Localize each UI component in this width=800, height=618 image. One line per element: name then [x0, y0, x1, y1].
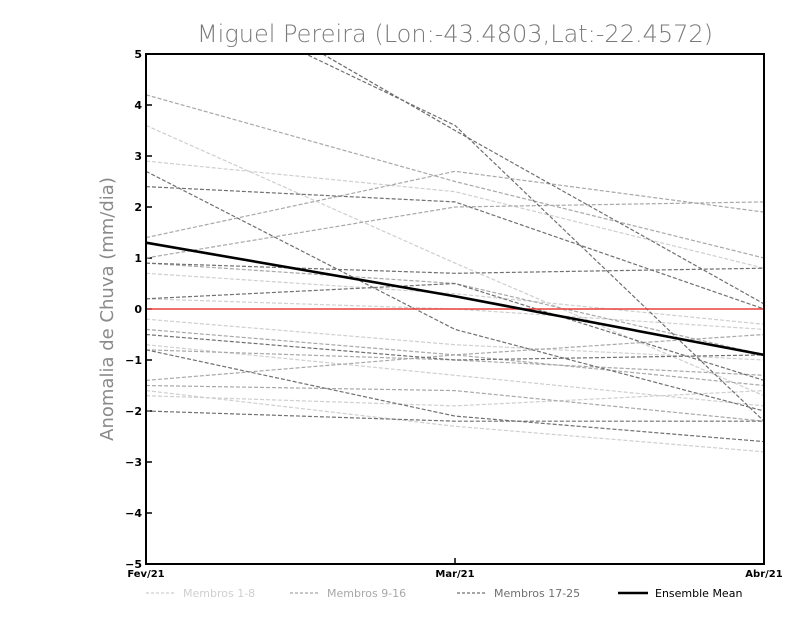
y-tick-label: −2: [125, 405, 142, 418]
y-tick-label: 1: [134, 252, 142, 265]
member-line-m10: [146, 170, 764, 239]
member-line-m4: [146, 298, 764, 330]
ensemble-mean-line: [146, 241, 764, 357]
member-line-m3: [146, 272, 764, 325]
member-line-m22: [146, 282, 764, 381]
y-axis-label: Anomalia de Chuva (mm/dia): [97, 177, 118, 441]
member-line-m20: [146, 170, 764, 412]
chart-title: Miguel Pereira (Lon:-43.4803,Lat:-22.457…: [197, 20, 713, 48]
member-line-m25: [146, 410, 764, 422]
mean-layer: [146, 241, 764, 357]
x-tick-label: Mar/21: [435, 569, 474, 580]
x-tick-label: Abr/21: [745, 569, 782, 580]
x-ticks: Fev/21 Mar/21 Abr/21: [127, 558, 783, 580]
member-line-m23: [146, 333, 764, 361]
y-tick-label: −1: [125, 354, 142, 367]
member-line-m1: [146, 124, 764, 397]
member-line-m8: [146, 390, 764, 407]
y-tick-label: −5: [125, 558, 142, 571]
x-tick-label: Fev/21: [127, 569, 164, 580]
member-line-m16: [146, 384, 764, 422]
y-tick-label: 5: [134, 48, 142, 61]
member-line-m19: [146, 186, 764, 310]
member-line-m11: [146, 201, 764, 259]
y-tick-label: −4: [125, 507, 142, 520]
member-line-m14: [146, 349, 764, 376]
legend-label: Membros 17-25: [494, 587, 580, 600]
legend: Membros 1-8 Membros 9-16 Membros 17-25 Ense…: [146, 587, 742, 600]
series-layer: [146, 54, 764, 453]
legend-label: Membros 1-8: [183, 587, 255, 600]
member-line-m17: [304, 54, 764, 422]
plot-frame: [145, 53, 765, 565]
y-tick-label: 3: [134, 150, 142, 163]
legend-label: Membros 9-16: [327, 587, 406, 600]
member-line-m6: [146, 344, 764, 407]
member-line-m13: [146, 328, 764, 356]
legend-label: Ensemble Mean: [655, 587, 742, 600]
y-tick-label: 0: [134, 303, 142, 316]
member-line-m24: [146, 349, 764, 443]
y-tick-label: 4: [134, 99, 142, 112]
member-line-m2: [146, 160, 764, 269]
member-line-m7: [146, 390, 764, 453]
member-line-m9: [146, 94, 764, 259]
y-tick-label: −3: [125, 456, 142, 469]
member-line-m5: [146, 318, 764, 361]
member-line-m18: [321, 54, 764, 305]
member-line-m21: [146, 262, 764, 274]
y-tick-label: 2: [134, 201, 142, 214]
